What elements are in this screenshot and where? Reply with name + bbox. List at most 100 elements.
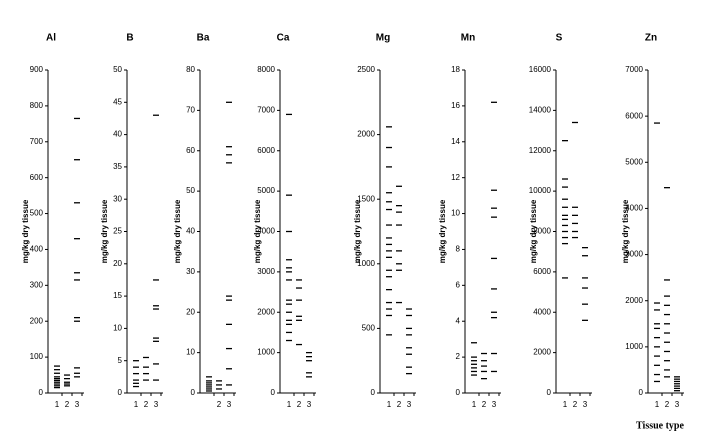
panel-title: Mn — [461, 33, 475, 44]
y-tick-label: 60 — [186, 146, 195, 155]
y-tick-label: 5000 — [625, 157, 643, 166]
y-tick-label: 15 — [113, 291, 122, 300]
y-axis-label: mg/kg dry tissue — [353, 199, 362, 263]
y-tick-label: 5 — [118, 356, 123, 365]
x-tick-label: 1 — [287, 400, 292, 409]
x-tick-label: 2 — [573, 400, 578, 409]
y-tick-label: 1000 — [357, 259, 375, 268]
y-tick-label: 6 — [456, 280, 461, 289]
y-tick-label: 0 — [191, 388, 196, 397]
y-tick-label: 0 — [456, 388, 461, 397]
panel-title: B — [126, 33, 133, 44]
y-tick-label: 0 — [639, 388, 644, 397]
y-tick-label: 2 — [456, 352, 461, 361]
y-tick-label: 4000 — [257, 227, 275, 236]
y-tick-label: 400 — [30, 245, 44, 254]
y-tick-label: 40 — [186, 227, 195, 236]
y-tick-label: 1500 — [357, 194, 375, 203]
y-tick-label: 10 — [451, 209, 460, 218]
y-tick-label: 0 — [547, 388, 552, 397]
y-tick-label: 500 — [362, 324, 376, 333]
y-tick-label: 50 — [113, 65, 122, 74]
y-tick-label: 16000 — [529, 65, 552, 74]
y-tick-label: 40 — [113, 130, 122, 139]
x-tick-label: 1 — [655, 400, 660, 409]
y-axis-label: mg/kg dry tissue — [253, 199, 262, 263]
y-tick-label: 500 — [30, 209, 44, 218]
y-tick-label: 12000 — [529, 146, 552, 155]
x-tick-label: 3 — [75, 400, 80, 409]
x-tick-label: 2 — [217, 400, 222, 409]
y-tick-label: 16 — [451, 101, 460, 110]
y-tick-label: 0 — [371, 388, 376, 397]
y-tick-label: 2000 — [533, 348, 551, 357]
y-tick-label: 200 — [30, 316, 44, 325]
y-tick-label: 20 — [113, 259, 122, 268]
panel-title: S — [556, 33, 563, 44]
x-tick-label: 1 — [563, 400, 568, 409]
y-tick-label: 0 — [118, 388, 123, 397]
y-tick-label: 700 — [30, 137, 44, 146]
y-tick-label: 1000 — [257, 348, 275, 357]
y-tick-label: 2000 — [357, 130, 375, 139]
x-tick-label: 1 — [472, 400, 477, 409]
x-tick-label: 2 — [144, 400, 149, 409]
panel-title: Ca — [277, 33, 290, 44]
y-tick-label: 0 — [271, 388, 276, 397]
panel-title: Mg — [376, 33, 390, 44]
y-tick-label: 3000 — [625, 250, 643, 259]
y-tick-label: 35 — [113, 162, 122, 171]
y-tick-label: 800 — [30, 101, 44, 110]
y-axis-label: mg/kg dry tissue — [529, 199, 538, 263]
x-tick-label: 2 — [297, 400, 302, 409]
y-tick-label: 50 — [186, 186, 195, 195]
y-tick-label: 2000 — [625, 296, 643, 305]
y-tick-label: 8000 — [533, 227, 551, 236]
y-tick-label: 2000 — [257, 307, 275, 316]
y-tick-label: 10000 — [529, 186, 552, 195]
y-tick-label: 10 — [186, 348, 195, 357]
y-tick-label: 80 — [186, 65, 195, 74]
y-axis-label: mg/kg dry tissue — [173, 199, 182, 263]
y-tick-label: 4000 — [625, 204, 643, 213]
x-tick-label: 2 — [397, 400, 402, 409]
y-axis-label: mg/kg dry tissue — [438, 199, 447, 263]
panel-title: Ba — [197, 33, 210, 44]
y-tick-label: 14000 — [529, 105, 552, 114]
x-tick-label: 1 — [134, 400, 139, 409]
x-tick-label: 2 — [65, 400, 70, 409]
y-tick-label: 7000 — [257, 105, 275, 114]
x-tick-label: 1 — [55, 400, 60, 409]
x-tick-label: 2 — [482, 400, 487, 409]
x-tick-label: 2 — [665, 400, 670, 409]
y-tick-label: 30 — [113, 194, 122, 203]
y-axis-label: mg/kg dry tissue — [100, 199, 109, 263]
y-tick-label: 6000 — [625, 111, 643, 120]
y-tick-label: 7000 — [625, 65, 643, 74]
x-axis-label: Tissue type — [636, 420, 684, 431]
y-tick-label: 6000 — [257, 146, 275, 155]
y-tick-label: 0 — [39, 388, 44, 397]
y-tick-label: 10 — [113, 324, 122, 333]
y-tick-label: 8000 — [257, 65, 275, 74]
y-tick-label: 25 — [113, 227, 122, 236]
x-tick-label: 3 — [407, 400, 412, 409]
y-tick-label: 2500 — [357, 65, 375, 74]
y-tick-label: 45 — [113, 97, 122, 106]
y-tick-label: 30 — [186, 267, 195, 276]
x-tick-label: 3 — [492, 400, 497, 409]
y-tick-label: 4000 — [533, 307, 551, 316]
x-tick-label: 3 — [583, 400, 588, 409]
y-tick-label: 900 — [30, 65, 44, 74]
y-axis-label: mg/kg dry tissue — [621, 199, 630, 263]
panel-title: Zn — [645, 33, 657, 44]
y-tick-label: 600 — [30, 173, 44, 182]
x-tick-label: 3 — [227, 400, 232, 409]
x-tick-label: 3 — [675, 400, 680, 409]
y-tick-label: 4 — [456, 316, 461, 325]
y-tick-label: 100 — [30, 352, 44, 361]
y-tick-label: 70 — [186, 105, 195, 114]
panel-title: Al — [46, 33, 56, 44]
y-tick-label: 1000 — [625, 342, 643, 351]
